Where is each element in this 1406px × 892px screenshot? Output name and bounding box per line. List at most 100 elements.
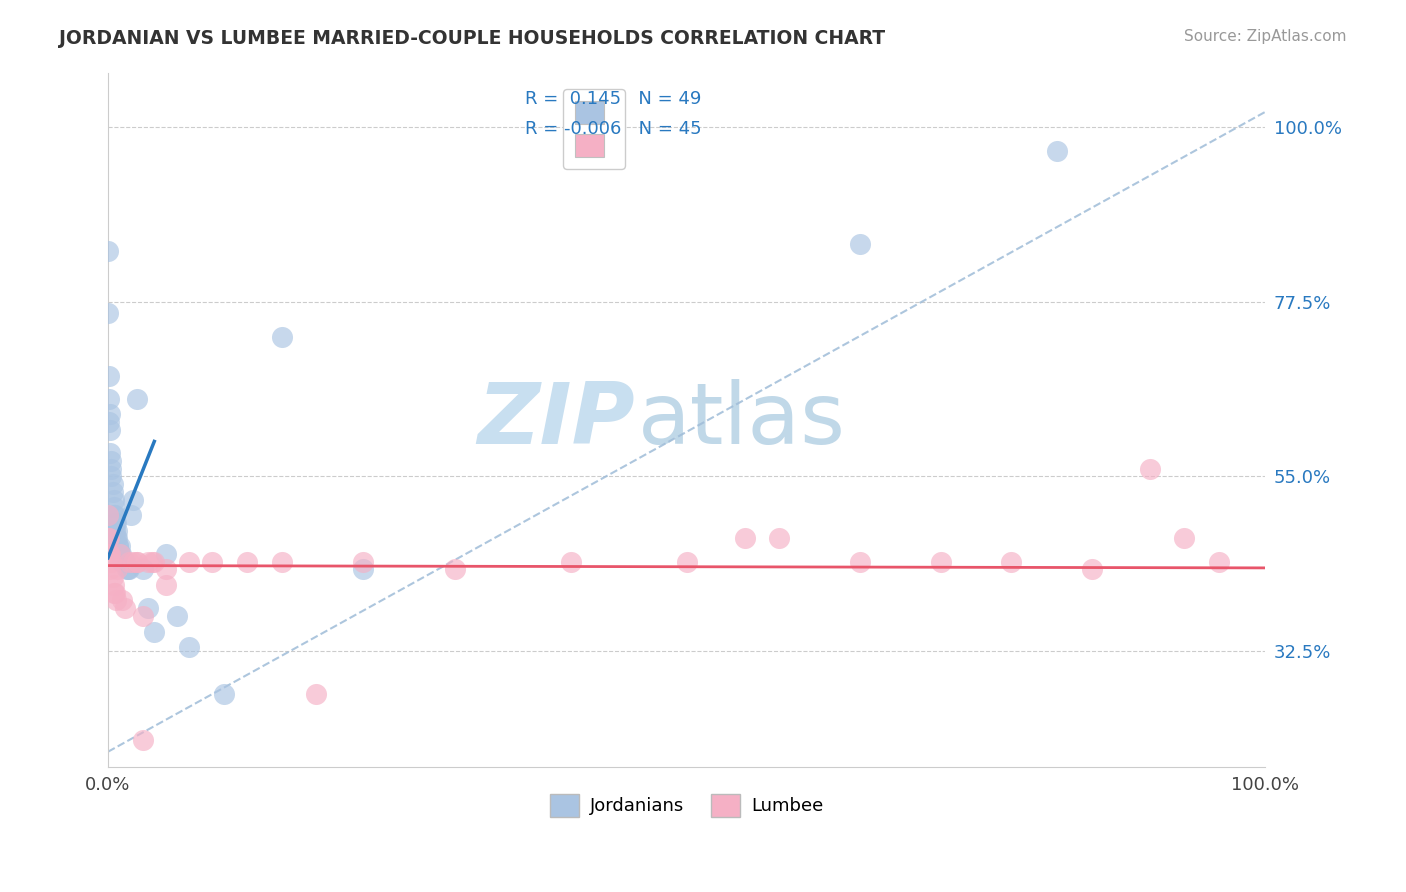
Point <box>101 570 124 584</box>
Point <box>155 547 177 561</box>
Point <box>125 555 148 569</box>
Point <box>98 415 121 429</box>
Point <box>177 640 200 654</box>
Point <box>107 539 129 553</box>
Point <box>115 562 138 576</box>
Point <box>201 555 224 569</box>
Point <box>352 562 374 576</box>
Point <box>120 508 142 523</box>
Point <box>1046 144 1069 158</box>
Point <box>117 562 139 576</box>
Point <box>111 593 134 607</box>
Point <box>125 392 148 406</box>
Point <box>560 555 582 569</box>
Point <box>132 609 155 624</box>
Point <box>155 578 177 592</box>
Point <box>97 306 120 320</box>
Text: JORDANIAN VS LUMBEE MARRIED-COUPLE HOUSEHOLDS CORRELATION CHART: JORDANIAN VS LUMBEE MARRIED-COUPLE HOUSE… <box>59 29 886 47</box>
Point <box>105 516 128 530</box>
Point <box>98 547 121 561</box>
Point <box>125 555 148 569</box>
Point <box>768 532 790 546</box>
Point <box>675 555 697 569</box>
Point <box>108 547 131 561</box>
Point <box>103 492 125 507</box>
Point <box>105 532 128 546</box>
Point <box>98 407 121 421</box>
Point <box>100 469 122 483</box>
Point <box>97 244 120 259</box>
Point <box>101 484 124 499</box>
Point <box>105 562 128 576</box>
Point <box>270 329 292 343</box>
Point <box>1208 555 1230 569</box>
Text: R = -0.006   N = 45: R = -0.006 N = 45 <box>524 120 702 138</box>
Point <box>104 508 127 523</box>
Point <box>155 562 177 576</box>
Point <box>734 532 756 546</box>
Point <box>305 687 328 701</box>
Point <box>143 624 166 639</box>
Point <box>98 392 121 406</box>
Point <box>1081 562 1104 576</box>
Point <box>105 593 128 607</box>
Point <box>166 609 188 624</box>
Point <box>177 555 200 569</box>
Point <box>114 601 136 615</box>
Point <box>108 539 131 553</box>
Point <box>112 555 135 569</box>
Point <box>118 555 141 569</box>
Point <box>105 532 128 546</box>
Point <box>103 508 125 523</box>
Point <box>1000 555 1022 569</box>
Point <box>100 461 122 475</box>
Point <box>98 532 121 546</box>
Point <box>112 555 135 569</box>
Point <box>98 547 121 561</box>
Point <box>132 562 155 576</box>
Point <box>122 492 145 507</box>
Point <box>105 524 128 538</box>
Point <box>212 687 235 701</box>
Point <box>141 555 163 569</box>
Legend: Jordanians, Lumbee: Jordanians, Lumbee <box>543 787 831 824</box>
Point <box>103 578 125 592</box>
Point <box>122 555 145 569</box>
Point <box>849 236 872 251</box>
Text: atlas: atlas <box>638 378 846 462</box>
Point <box>1139 461 1161 475</box>
Point <box>107 539 129 553</box>
Point <box>98 562 121 576</box>
Point <box>104 524 127 538</box>
Text: Source: ZipAtlas.com: Source: ZipAtlas.com <box>1184 29 1347 44</box>
Point <box>444 562 467 576</box>
Point <box>138 601 160 615</box>
Point <box>110 547 132 561</box>
Point <box>98 368 121 383</box>
Point <box>108 547 131 561</box>
Point <box>111 555 134 569</box>
Point <box>236 555 259 569</box>
Point <box>118 562 141 576</box>
Point <box>100 454 122 468</box>
Point <box>1173 532 1195 546</box>
Point <box>104 516 127 530</box>
Point <box>138 555 160 569</box>
Point <box>114 555 136 569</box>
Text: ZIP: ZIP <box>477 378 634 462</box>
Text: R =  0.145   N = 49: R = 0.145 N = 49 <box>524 90 702 108</box>
Point <box>132 733 155 747</box>
Point <box>103 585 125 599</box>
Point <box>143 555 166 569</box>
Point <box>931 555 953 569</box>
Point <box>352 555 374 569</box>
Point <box>270 555 292 569</box>
Point <box>101 477 124 491</box>
Point <box>97 508 120 523</box>
Point <box>849 555 872 569</box>
Point <box>104 585 127 599</box>
Point <box>103 500 125 515</box>
Point <box>98 446 121 460</box>
Point <box>100 555 122 569</box>
Point <box>98 423 121 437</box>
